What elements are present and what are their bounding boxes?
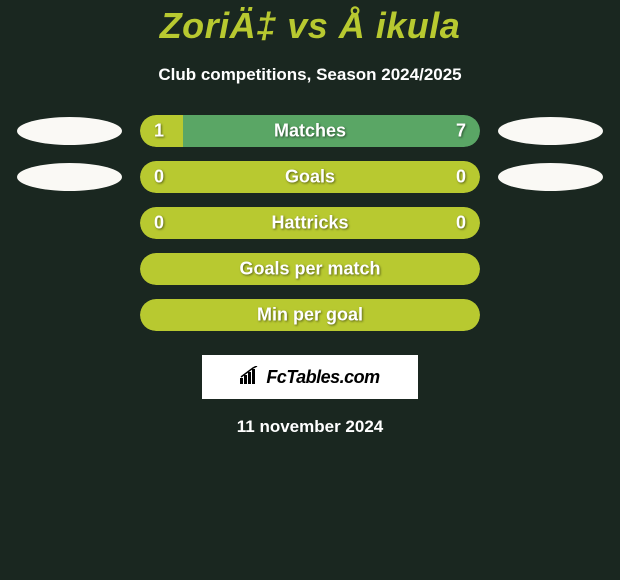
avatar-spacer: [17, 209, 122, 237]
stat-bar-fill-right: [310, 161, 480, 193]
player-avatar-left: [17, 163, 122, 191]
player-avatar-right: [498, 163, 603, 191]
stat-label: Hattricks: [271, 213, 348, 234]
stat-bar: Goals per match: [140, 253, 480, 285]
page-title: ZoriÄ‡ vs Å ikula: [160, 5, 461, 47]
stat-label: Goals: [285, 167, 335, 188]
avatar-spacer: [498, 301, 603, 329]
avatar-spacer: [17, 255, 122, 283]
stat-row: Min per goal: [17, 299, 603, 331]
stat-value-right: 7: [456, 121, 466, 142]
stat-value-left: 1: [154, 121, 164, 142]
chart-icon: [240, 366, 262, 389]
avatar-spacer: [498, 209, 603, 237]
stat-row: 1 7 Matches: [17, 115, 603, 147]
footer-brand-text: FcTables.com: [266, 367, 379, 388]
main-container: ZoriÄ‡ vs Å ikula Club competitions, Sea…: [0, 0, 620, 437]
stats-list: 1 7 Matches 0 0 Goals 0 0 Hattricks Goals per mat…: [17, 115, 603, 345]
stat-row: Goals per match: [17, 253, 603, 285]
stat-bar: 0 0 Hattricks: [140, 207, 480, 239]
avatar-spacer: [498, 255, 603, 283]
stat-value-right: 0: [456, 167, 466, 188]
stat-bar: Min per goal: [140, 299, 480, 331]
date-text: 11 november 2024: [237, 417, 383, 437]
player-avatar-right: [498, 117, 603, 145]
stat-row: 0 0 Goals: [17, 161, 603, 193]
stat-bar: 0 0 Goals: [140, 161, 480, 193]
footer-badge[interactable]: FcTables.com: [202, 355, 418, 399]
avatar-spacer: [17, 301, 122, 329]
player-avatar-left: [17, 117, 122, 145]
stat-label: Goals per match: [239, 259, 380, 280]
subtitle: Club competitions, Season 2024/2025: [158, 65, 461, 85]
stat-label: Matches: [274, 121, 346, 142]
stat-value-left: 0: [154, 167, 164, 188]
stat-label: Min per goal: [257, 305, 363, 326]
stat-value-left: 0: [154, 213, 164, 234]
stat-bar: 1 7 Matches: [140, 115, 480, 147]
stat-value-right: 0: [456, 213, 466, 234]
stat-row: 0 0 Hattricks: [17, 207, 603, 239]
